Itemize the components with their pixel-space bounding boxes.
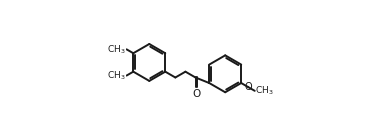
Text: CH$_3$: CH$_3$ [255,85,274,97]
Text: O: O [192,89,201,99]
Text: CH$_3$: CH$_3$ [107,43,126,56]
Text: CH$_3$: CH$_3$ [107,69,126,82]
Text: O: O [244,82,252,92]
